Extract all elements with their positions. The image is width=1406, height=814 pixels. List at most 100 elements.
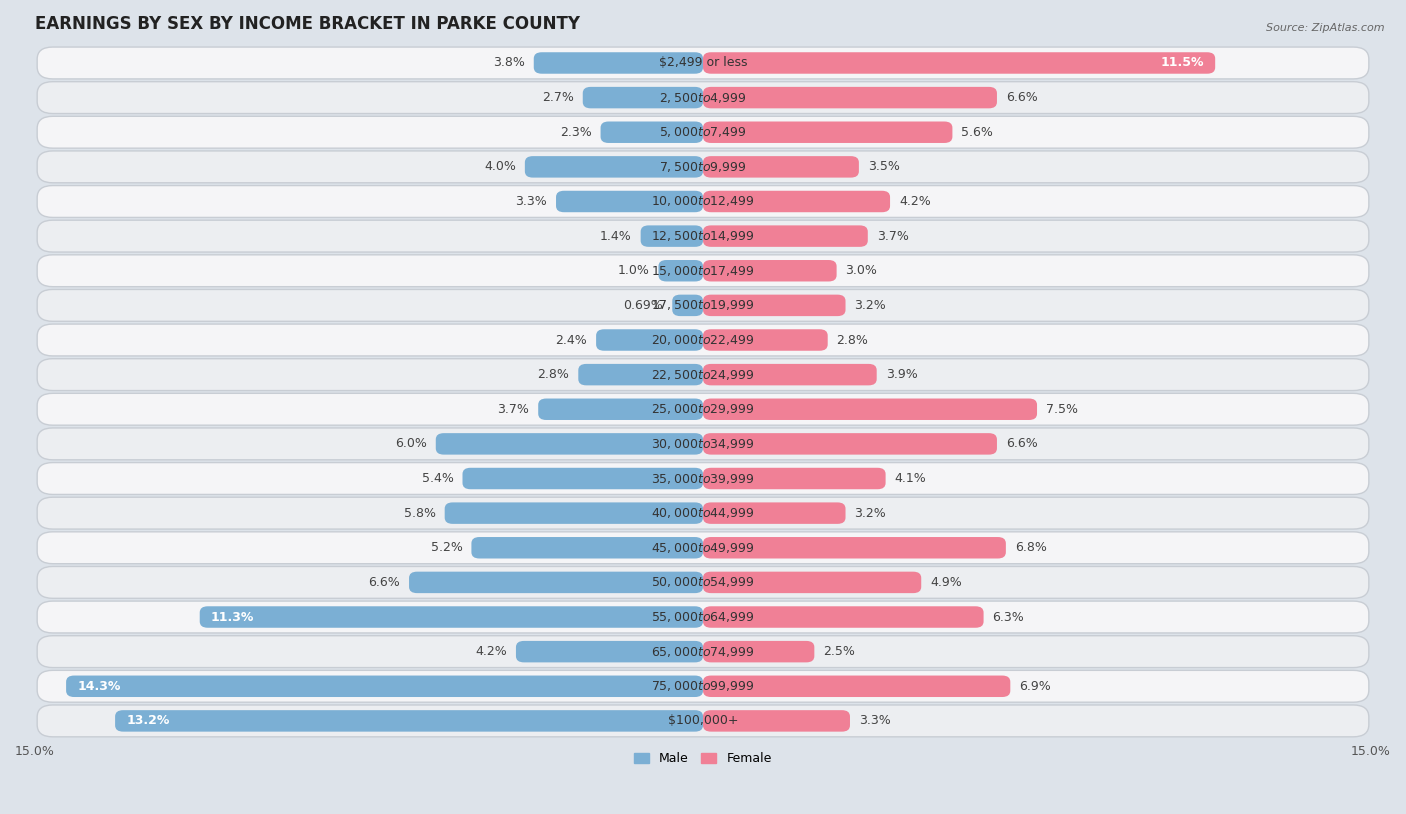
- FancyBboxPatch shape: [37, 497, 1369, 529]
- FancyBboxPatch shape: [37, 671, 1369, 702]
- Text: 2.4%: 2.4%: [555, 334, 588, 347]
- Text: 3.9%: 3.9%: [886, 368, 917, 381]
- FancyBboxPatch shape: [37, 81, 1369, 113]
- Text: $5,000 to $7,499: $5,000 to $7,499: [659, 125, 747, 139]
- FancyBboxPatch shape: [555, 190, 703, 212]
- Text: 2.8%: 2.8%: [837, 334, 869, 347]
- FancyBboxPatch shape: [37, 324, 1369, 356]
- Text: 3.8%: 3.8%: [494, 56, 524, 69]
- Text: 3.3%: 3.3%: [516, 195, 547, 208]
- FancyBboxPatch shape: [37, 151, 1369, 183]
- FancyBboxPatch shape: [703, 571, 921, 593]
- Text: 5.2%: 5.2%: [430, 541, 463, 554]
- FancyBboxPatch shape: [703, 260, 837, 282]
- FancyBboxPatch shape: [524, 156, 703, 177]
- FancyBboxPatch shape: [37, 359, 1369, 391]
- Text: 13.2%: 13.2%: [127, 715, 170, 728]
- Text: $2,499 or less: $2,499 or less: [659, 56, 747, 69]
- FancyBboxPatch shape: [37, 290, 1369, 322]
- Text: 11.3%: 11.3%: [211, 610, 254, 624]
- FancyBboxPatch shape: [672, 295, 703, 316]
- Text: $100,000+: $100,000+: [668, 715, 738, 728]
- Text: 11.5%: 11.5%: [1160, 56, 1204, 69]
- FancyBboxPatch shape: [703, 364, 877, 385]
- Text: 6.0%: 6.0%: [395, 437, 427, 450]
- FancyBboxPatch shape: [658, 260, 703, 282]
- Legend: Male, Female: Male, Female: [630, 747, 776, 770]
- Text: $45,000 to $49,999: $45,000 to $49,999: [651, 540, 755, 555]
- Text: $25,000 to $29,999: $25,000 to $29,999: [651, 402, 755, 416]
- FancyBboxPatch shape: [703, 156, 859, 177]
- Text: $35,000 to $39,999: $35,000 to $39,999: [651, 471, 755, 485]
- Text: 0.69%: 0.69%: [624, 299, 664, 312]
- FancyBboxPatch shape: [703, 468, 886, 489]
- FancyBboxPatch shape: [641, 225, 703, 247]
- Text: 2.5%: 2.5%: [824, 646, 855, 659]
- Text: 6.3%: 6.3%: [993, 610, 1024, 624]
- Text: $50,000 to $54,999: $50,000 to $54,999: [651, 575, 755, 589]
- FancyBboxPatch shape: [703, 330, 828, 351]
- Text: 4.2%: 4.2%: [475, 646, 508, 659]
- Text: 3.2%: 3.2%: [855, 299, 886, 312]
- FancyBboxPatch shape: [37, 255, 1369, 287]
- FancyBboxPatch shape: [582, 87, 703, 108]
- FancyBboxPatch shape: [66, 676, 703, 697]
- Text: 7.5%: 7.5%: [1046, 403, 1078, 416]
- FancyBboxPatch shape: [436, 433, 703, 454]
- FancyBboxPatch shape: [703, 676, 1011, 697]
- Text: $75,000 to $99,999: $75,000 to $99,999: [651, 679, 755, 694]
- FancyBboxPatch shape: [538, 399, 703, 420]
- FancyBboxPatch shape: [703, 121, 952, 143]
- Text: 2.7%: 2.7%: [541, 91, 574, 104]
- Text: 6.6%: 6.6%: [1005, 91, 1038, 104]
- FancyBboxPatch shape: [578, 364, 703, 385]
- Text: 5.4%: 5.4%: [422, 472, 454, 485]
- Text: 4.1%: 4.1%: [894, 472, 927, 485]
- FancyBboxPatch shape: [596, 330, 703, 351]
- FancyBboxPatch shape: [37, 428, 1369, 460]
- Text: $65,000 to $74,999: $65,000 to $74,999: [651, 645, 755, 659]
- FancyBboxPatch shape: [37, 221, 1369, 252]
- Text: 1.4%: 1.4%: [600, 230, 631, 243]
- FancyBboxPatch shape: [463, 468, 703, 489]
- FancyBboxPatch shape: [37, 601, 1369, 633]
- Text: 3.7%: 3.7%: [877, 230, 908, 243]
- FancyBboxPatch shape: [37, 393, 1369, 425]
- FancyBboxPatch shape: [703, 606, 984, 628]
- Text: $40,000 to $44,999: $40,000 to $44,999: [651, 506, 755, 520]
- Text: $10,000 to $12,499: $10,000 to $12,499: [651, 195, 755, 208]
- Text: 2.3%: 2.3%: [560, 125, 592, 138]
- Text: $30,000 to $34,999: $30,000 to $34,999: [651, 437, 755, 451]
- FancyBboxPatch shape: [37, 462, 1369, 494]
- Text: $15,000 to $17,499: $15,000 to $17,499: [651, 264, 755, 278]
- FancyBboxPatch shape: [444, 502, 703, 524]
- FancyBboxPatch shape: [600, 121, 703, 143]
- Text: 6.9%: 6.9%: [1019, 680, 1050, 693]
- FancyBboxPatch shape: [703, 295, 845, 316]
- Text: $55,000 to $64,999: $55,000 to $64,999: [651, 610, 755, 624]
- FancyBboxPatch shape: [115, 710, 703, 732]
- FancyBboxPatch shape: [37, 47, 1369, 79]
- Text: 14.3%: 14.3%: [77, 680, 121, 693]
- FancyBboxPatch shape: [37, 532, 1369, 563]
- FancyBboxPatch shape: [703, 641, 814, 663]
- FancyBboxPatch shape: [37, 116, 1369, 148]
- Text: 1.0%: 1.0%: [617, 265, 650, 278]
- FancyBboxPatch shape: [37, 186, 1369, 217]
- Text: $7,500 to $9,999: $7,500 to $9,999: [659, 160, 747, 174]
- FancyBboxPatch shape: [703, 190, 890, 212]
- Text: 3.5%: 3.5%: [868, 160, 900, 173]
- FancyBboxPatch shape: [37, 705, 1369, 737]
- Text: EARNINGS BY SEX BY INCOME BRACKET IN PARKE COUNTY: EARNINGS BY SEX BY INCOME BRACKET IN PAR…: [35, 15, 579, 33]
- Text: 5.8%: 5.8%: [404, 506, 436, 519]
- Text: Source: ZipAtlas.com: Source: ZipAtlas.com: [1267, 23, 1385, 33]
- Text: 6.8%: 6.8%: [1015, 541, 1046, 554]
- FancyBboxPatch shape: [703, 87, 997, 108]
- FancyBboxPatch shape: [409, 571, 703, 593]
- Text: $17,500 to $19,999: $17,500 to $19,999: [651, 299, 755, 313]
- FancyBboxPatch shape: [703, 710, 851, 732]
- FancyBboxPatch shape: [534, 52, 703, 74]
- Text: 6.6%: 6.6%: [368, 575, 401, 589]
- FancyBboxPatch shape: [37, 636, 1369, 667]
- Text: $22,500 to $24,999: $22,500 to $24,999: [651, 368, 755, 382]
